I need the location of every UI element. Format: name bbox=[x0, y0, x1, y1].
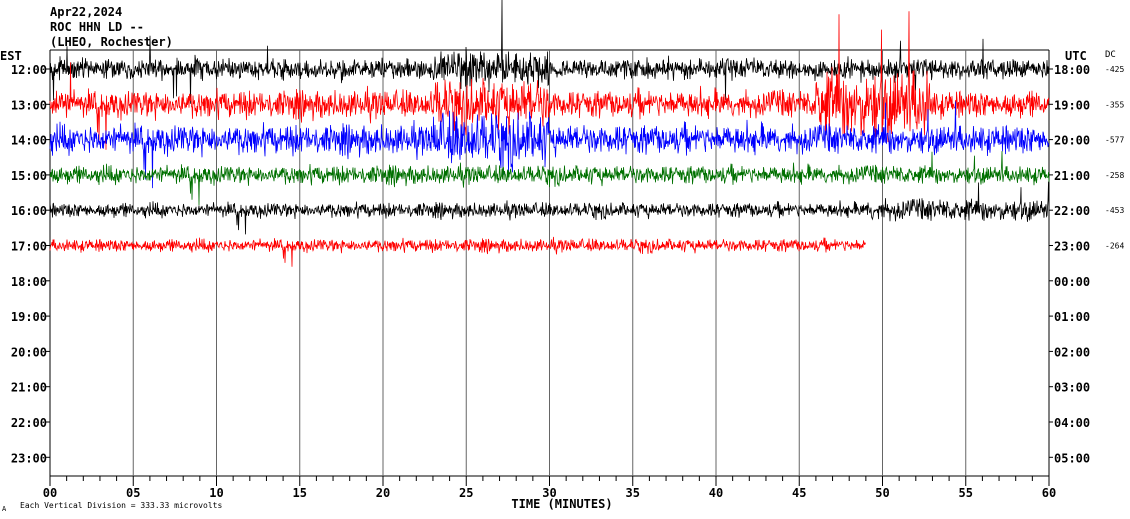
local-hour-label: 23:00 bbox=[11, 451, 47, 465]
x-tick-label: 45 bbox=[792, 486, 806, 500]
utc-hour-label: 03:00 bbox=[1054, 381, 1090, 395]
record-date: Apr22,2024 bbox=[50, 5, 122, 19]
dc-offset-label: -264 bbox=[1105, 242, 1124, 251]
utc-hour-label: 01:00 bbox=[1054, 310, 1090, 324]
utc-hour-label: 04:00 bbox=[1054, 416, 1090, 430]
local-hour-label: 16:00 bbox=[11, 204, 47, 218]
footer-marker: A bbox=[2, 505, 7, 513]
seismic-trace-1400 bbox=[49, 101, 1050, 189]
local-hour-label: 19:00 bbox=[11, 310, 47, 324]
local-hour-label: 15:00 bbox=[11, 169, 47, 183]
x-axis-title: TIME (MINUTES) bbox=[511, 497, 612, 511]
vertical-gridlines bbox=[132, 50, 967, 476]
x-tick-label: 15 bbox=[293, 486, 307, 500]
utc-timezone-label: UTC bbox=[1065, 49, 1087, 63]
local-hour-labels: 12:00 13:00 14:00 15:00 16:00 17:00 18:00 19:00… bbox=[11, 63, 50, 465]
seismic-trace-1500 bbox=[49, 151, 1050, 206]
dc-offset-header: DC bbox=[1105, 50, 1116, 60]
x-tick-label: 20 bbox=[376, 486, 390, 500]
x-tick-label: 10 bbox=[209, 486, 223, 500]
dc-offset-label: -577 bbox=[1105, 136, 1124, 145]
x-axis-ticks: 00 05 10 15 20 25 30 35 40 45 50 55 60 bbox=[43, 476, 1056, 500]
utc-hour-label: 18:00 bbox=[1054, 63, 1090, 77]
x-tick-label: 00 bbox=[43, 486, 57, 500]
local-hour-label: 13:00 bbox=[11, 98, 47, 112]
utc-hour-label: 23:00 bbox=[1054, 240, 1090, 254]
utc-hour-label: 00:00 bbox=[1054, 275, 1090, 289]
local-hour-label: 22:00 bbox=[11, 416, 47, 430]
x-tick-label: 55 bbox=[959, 486, 973, 500]
seismic-trace-1300 bbox=[49, 11, 1050, 150]
utc-hour-label: 22:00 bbox=[1054, 204, 1090, 218]
x-tick-label: 30 bbox=[542, 486, 556, 500]
dc-offset-labels: -425 -355 -577 -258 -453 -264 bbox=[1105, 65, 1124, 251]
station-code: ROC HHN LD -- bbox=[50, 20, 144, 34]
local-hour-label: 12:00 bbox=[11, 63, 47, 77]
utc-hour-label: 05:00 bbox=[1054, 451, 1090, 465]
x-tick-label: 35 bbox=[626, 486, 640, 500]
vertical-division-note: Each Vertical Division = 333.33 microvol… bbox=[20, 501, 222, 510]
x-tick-label: 40 bbox=[709, 486, 723, 500]
utc-hour-label: 19:00 bbox=[1054, 98, 1090, 112]
local-timezone-label: EST bbox=[0, 49, 22, 63]
utc-hour-label: 02:00 bbox=[1054, 345, 1090, 359]
x-tick-label: 05 bbox=[126, 486, 140, 500]
utc-hour-labels: 18:00 19:00 20:00 21:00 22:00 23:00 00:00 01:00… bbox=[1049, 63, 1090, 465]
local-hour-label: 14:00 bbox=[11, 134, 47, 148]
dc-offset-label: -453 bbox=[1105, 206, 1124, 215]
dc-offset-label: -425 bbox=[1105, 65, 1124, 74]
seismic-trace-1600 bbox=[49, 181, 1050, 235]
seismic-trace-1200 bbox=[49, 0, 1050, 104]
dc-offset-label: -258 bbox=[1105, 171, 1124, 180]
local-hour-label: 17:00 bbox=[11, 240, 47, 254]
x-tick-label: 50 bbox=[875, 486, 889, 500]
utc-hour-label: 21:00 bbox=[1054, 169, 1090, 183]
x-tick-label: 60 bbox=[1042, 486, 1056, 500]
x-tick-label: 25 bbox=[459, 486, 473, 500]
local-hour-label: 21:00 bbox=[11, 381, 47, 395]
dc-offset-label: -355 bbox=[1105, 100, 1124, 109]
seismic-traces bbox=[49, 0, 1050, 267]
station-location: (LHEO, Rochester) bbox=[50, 35, 173, 49]
local-hour-label: 20:00 bbox=[11, 345, 47, 359]
local-hour-label: 18:00 bbox=[11, 275, 47, 289]
utc-hour-label: 20:00 bbox=[1054, 134, 1090, 148]
seismic-trace-1700 bbox=[49, 236, 866, 267]
